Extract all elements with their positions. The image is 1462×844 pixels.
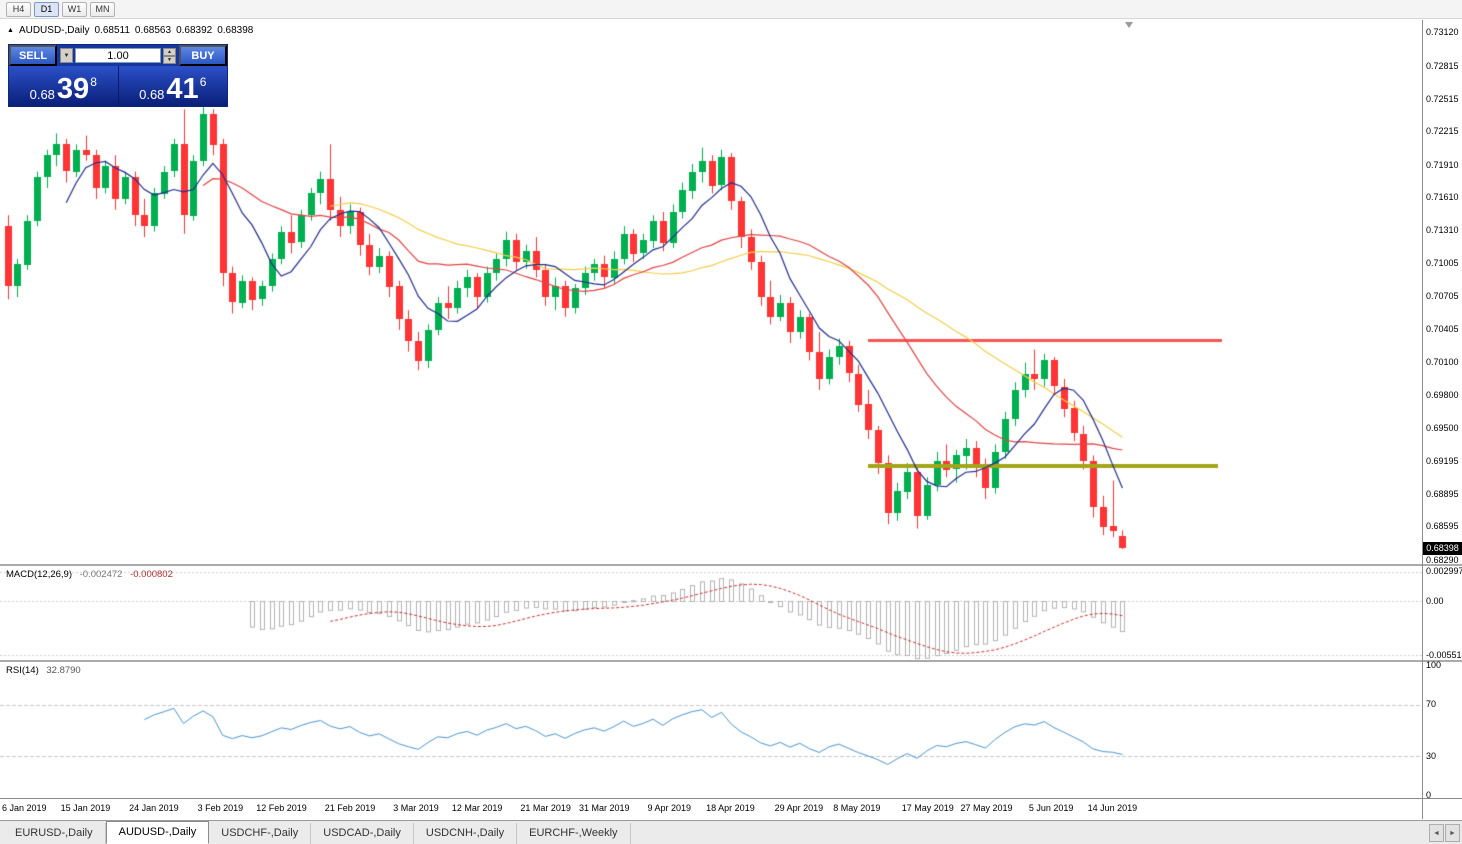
current-price-badge: 0.68398 <box>1423 541 1462 555</box>
buy-price-big: 41 <box>166 73 199 106</box>
date-tick: 6 Jan 2019 <box>2 803 47 813</box>
timeframe-button-h4[interactable]: H4 <box>6 1 31 17</box>
price-tick: 0.68290 <box>1426 554 1459 565</box>
chart-tab-eurusd-daily[interactable]: EURUSD-,Daily <box>3 823 106 844</box>
rsi-dateaxis-separator <box>0 798 1462 799</box>
volume-input[interactable]: 1.00 <box>75 48 161 63</box>
price-tick: 0.69800 <box>1426 389 1459 400</box>
macd-name: MACD(12,26,9) <box>6 569 72 580</box>
price-tick: 0.72815 <box>1426 60 1459 71</box>
price-tick: 0.68595 <box>1426 521 1459 532</box>
spin-down-icon[interactable]: ▼ <box>163 56 176 64</box>
date-tick: 14 Jun 2019 <box>1087 803 1138 813</box>
date-tick: 3 Feb 2019 <box>197 803 244 813</box>
ohlc-low: 0.68392 <box>176 25 213 36</box>
chart-tab-eurchf-weekly[interactable]: EURCHF-,Weekly <box>517 823 631 844</box>
ohlc-high: 0.68563 <box>134 25 172 36</box>
ohlc-close: 0.68398 <box>217 25 254 36</box>
price-tick: 0.70405 <box>1426 323 1459 334</box>
price-tick: 0.73120 <box>1426 27 1459 38</box>
timeframe-button-mn[interactable]: MN <box>90 1 115 17</box>
macd-tick: 0.002997 <box>1426 566 1462 577</box>
buy-price-prefix: 0.68 <box>139 87 165 102</box>
price-tick: 0.72215 <box>1426 126 1459 137</box>
rsi-name: RSI(14) <box>6 665 39 676</box>
chart-tab-bar: EURUSD-,Daily AUDUSD-,Daily USDCHF-,Daily U… <box>0 820 1462 844</box>
macd-rsi-splitter[interactable] <box>0 660 1462 662</box>
price-tick: 0.71310 <box>1426 225 1459 236</box>
buy-price-sup: 6 <box>199 75 207 89</box>
date-tick: 18 Apr 2019 <box>706 803 755 813</box>
tab-scroll-left-button[interactable]: ◄ <box>1429 824 1444 842</box>
price-tick: 0.69195 <box>1426 455 1459 466</box>
price-tick: 0.68895 <box>1426 488 1459 499</box>
date-tick: 27 May 2019 <box>960 803 1013 813</box>
buy-button[interactable]: BUY <box>179 45 227 66</box>
price-tick: 0.71005 <box>1426 258 1459 269</box>
macd-label: MACD(12,26,9) -0.002472 -0.000802 <box>6 569 173 580</box>
date-tick: 29 Apr 2019 <box>774 803 824 813</box>
rsi-tick: 100 <box>1426 660 1442 671</box>
one-click-trading-panel: SELL ▼ 1.00 ▲ ▼ BUY 0.68 39 8 0.68 41 6 <box>8 44 228 107</box>
date-tick: 15 Jan 2019 <box>60 803 111 813</box>
volume-spin-buttons: ▲ ▼ <box>163 48 176 64</box>
tab-scroll-right-button[interactable]: ► <box>1445 824 1460 842</box>
price-tick: 0.69500 <box>1426 422 1459 433</box>
sell-button[interactable]: SELL <box>9 45 57 66</box>
sell-price-big: 39 <box>56 73 90 106</box>
symbol-triangle-icon: ▲ <box>7 27 14 34</box>
rsi-label: RSI(14) 32.8790 <box>6 665 81 676</box>
buy-price[interactable]: 0.68 41 6 <box>117 66 228 106</box>
price-tick: 0.70705 <box>1426 291 1459 302</box>
price-tick: 0.71610 <box>1426 192 1459 203</box>
rsi-value: 32.8790 <box>46 665 81 676</box>
macd-main-value: -0.002472 <box>79 569 123 580</box>
macd-signal-value: -0.000802 <box>130 569 173 580</box>
sell-price[interactable]: 0.68 39 8 <box>9 66 118 106</box>
sell-price-prefix: 0.68 <box>29 87 55 102</box>
chart-shift-marker[interactable] <box>1125 22 1133 28</box>
symbol-label: AUDUSD-,Daily <box>18 25 90 36</box>
ohlc-open: 0.68511 <box>94 25 130 36</box>
rsi-tick: 70 <box>1426 699 1437 710</box>
chart-title: ▲ AUDUSD-,Daily 0.68511 0.68563 0.68392 … <box>7 25 253 36</box>
spin-up-icon[interactable]: ▲ <box>163 48 176 56</box>
chart-tab-audusd-daily[interactable]: AUDUSD-,Daily <box>105 821 210 844</box>
chart-tab-usdcad-daily[interactable]: USDCAD-,Daily <box>311 823 414 844</box>
rsi-tick: 0 <box>1426 789 1432 800</box>
date-tick: 3 Mar 2019 <box>393 803 439 813</box>
timeframe-button-w1[interactable]: W1 <box>62 1 87 17</box>
rsi-tick: 30 <box>1426 750 1437 761</box>
date-tick: 31 Mar 2019 <box>579 803 630 813</box>
price-tick: 0.72515 <box>1426 93 1459 104</box>
chart-macd-splitter[interactable] <box>0 564 1462 566</box>
chart-tab-usdchf-daily[interactable]: USDCHF-,Daily <box>209 823 312 844</box>
macd-tick: -0.005514 <box>1426 649 1462 660</box>
date-tick: 21 Feb 2019 <box>324 803 376 813</box>
date-tick: 8 May 2019 <box>833 803 881 813</box>
timeframe-button-d1[interactable]: D1 <box>34 1 59 17</box>
date-tick: 9 Apr 2019 <box>647 803 692 813</box>
date-tick: 5 Jun 2019 <box>1028 803 1074 813</box>
macd-tick: 0.00 <box>1426 595 1444 606</box>
date-tick: 21 Mar 2019 <box>520 803 571 813</box>
sell-price-sup: 8 <box>90 75 97 89</box>
volume-dropdown-icon[interactable]: ▼ <box>60 48 73 63</box>
volume-spinner: ▼ 1.00 ▲ ▼ <box>57 45 179 66</box>
timeframe-toolbar: H4 D1 W1 MN <box>0 0 1462 19</box>
date-tick: 17 May 2019 <box>901 803 954 813</box>
price-tick: 0.70100 <box>1426 357 1459 368</box>
date-tick: 12 Mar 2019 <box>451 803 503 813</box>
chart-tab-usdcnh-daily[interactable]: USDCNH-,Daily <box>414 823 518 844</box>
price-tick: 0.71910 <box>1426 159 1459 170</box>
date-tick: 24 Jan 2019 <box>129 803 179 813</box>
price-axis-separator <box>1422 20 1423 819</box>
date-tick: 12 Feb 2019 <box>256 803 307 813</box>
